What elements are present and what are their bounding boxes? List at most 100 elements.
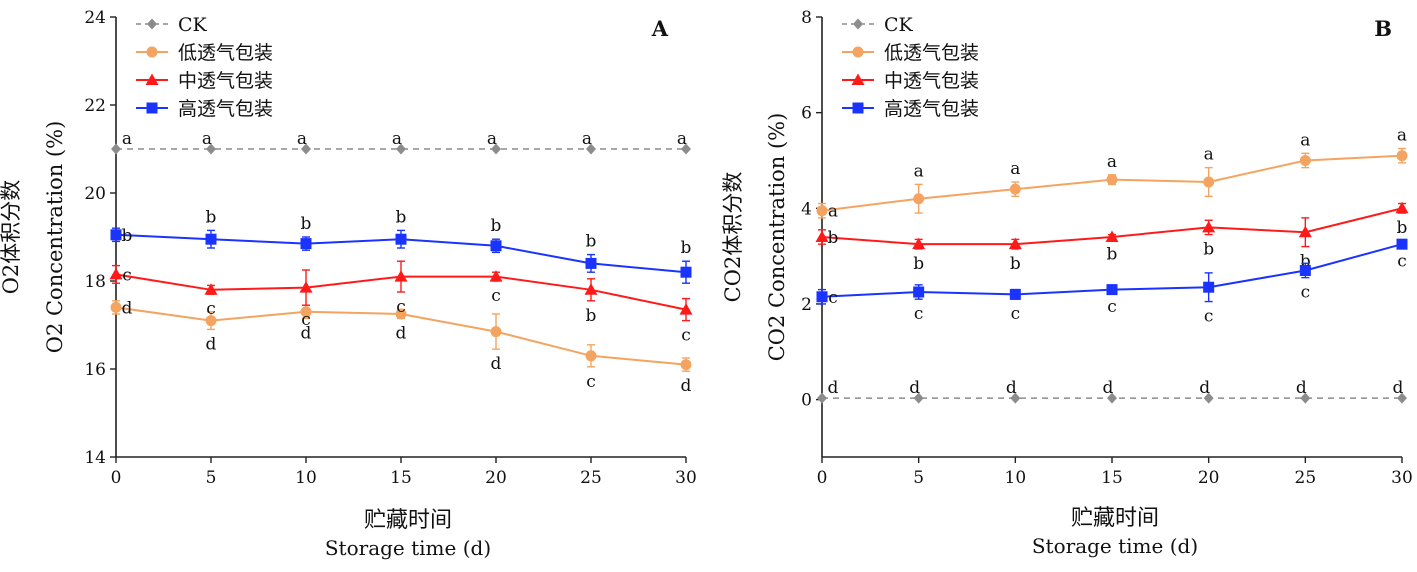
significance-letter: d — [206, 334, 217, 354]
x-tick-label: 30 — [675, 468, 697, 488]
significance-letter: c — [206, 299, 216, 319]
significance-letter: b — [206, 207, 217, 227]
x-tick-label: 15 — [390, 468, 412, 488]
legend-marker — [146, 46, 158, 58]
significance-letter: a — [1397, 126, 1407, 146]
significance-letter: b — [913, 254, 924, 274]
significance-letter: a — [392, 129, 402, 149]
data-point — [1106, 284, 1118, 296]
data-point — [584, 283, 598, 295]
significance-letter: a — [1300, 130, 1310, 150]
y-tick-label: 6 — [801, 104, 812, 124]
data-point — [1106, 174, 1118, 186]
significance-letter: a — [1107, 152, 1117, 172]
series-3: c c c c c c c — [816, 238, 1408, 327]
data-point — [585, 257, 597, 269]
data-point — [300, 238, 312, 250]
significance-letter: d — [681, 376, 692, 396]
significance-letter: c — [828, 288, 838, 308]
data-point — [585, 350, 597, 362]
significance-letter: c — [586, 372, 596, 392]
significance-letter: b — [586, 232, 597, 252]
legend-marker — [852, 102, 864, 114]
series-1: a a a a a a a — [816, 126, 1408, 222]
significance-letter: c — [301, 310, 311, 330]
data-point — [490, 326, 502, 338]
significance-letter: d — [396, 323, 407, 343]
legend-marker — [145, 73, 159, 85]
x-tick-label: 10 — [1005, 468, 1027, 488]
data-point — [1396, 150, 1408, 162]
significance-letter: b — [1010, 254, 1021, 274]
data-point — [679, 303, 693, 315]
y-axis-title-en: CO2 Concentration (%) — [765, 113, 789, 362]
data-point — [205, 315, 217, 327]
legend-label: 中透气包装 — [178, 70, 273, 92]
data-point — [301, 143, 311, 155]
legend-label: 低透气包装 — [178, 42, 273, 64]
legend-marker — [853, 18, 863, 30]
panel-a: 14 16 18 20 22 24 0 5 10 15 20 25 30 A O2体积分数 O2 Concen… — [0, 8, 697, 488]
significance-letter: c — [1301, 283, 1311, 303]
series-2: b b b b b b b — [815, 201, 1409, 274]
data-point — [1298, 225, 1312, 238]
data-point — [394, 270, 408, 282]
x-tick-label: 20 — [1198, 468, 1220, 488]
x-tick-label: 5 — [913, 468, 924, 488]
data-point — [395, 308, 407, 320]
data-point — [491, 143, 501, 155]
significance-letter: d — [909, 378, 920, 398]
data-point — [913, 286, 925, 298]
significance-letter: d — [1006, 378, 1017, 398]
data-point — [680, 266, 692, 278]
significance-letter: b — [491, 216, 502, 236]
significance-letter: a — [297, 129, 307, 149]
data-point — [815, 230, 829, 242]
series-2: c c c c c b c — [109, 260, 693, 346]
legend-label: 中透气包装 — [884, 70, 979, 92]
data-point — [1009, 288, 1021, 300]
significance-letter: d — [122, 298, 133, 318]
data-point — [395, 233, 407, 245]
significance-letter: b — [1300, 252, 1311, 272]
data-point — [681, 143, 691, 155]
significance-letter: b — [828, 228, 839, 248]
y-tick-label: 14 — [84, 448, 106, 468]
panel-label: B — [1374, 16, 1392, 41]
significance-letter: d — [1103, 378, 1114, 398]
significance-letter: a — [1010, 159, 1020, 179]
data-point — [1300, 392, 1311, 404]
data-point — [1396, 238, 1408, 250]
data-point — [111, 143, 121, 155]
x-tick-label: 0 — [111, 468, 122, 488]
legend-marker — [851, 73, 865, 85]
y-axis-title-cn: CO2体积分数 — [721, 172, 745, 303]
y-tick-label: 16 — [84, 360, 106, 380]
significance-letter: c — [1204, 307, 1214, 327]
panel-b-x-title: 贮藏时间 Storage time (d) — [965, 506, 1265, 560]
significance-letter: a — [122, 129, 132, 149]
data-point — [204, 283, 218, 295]
significance-letter: c — [914, 304, 924, 324]
significance-letter: c — [491, 286, 501, 306]
significance-letter: d — [491, 354, 502, 374]
significance-letter: b — [122, 226, 133, 246]
data-point — [489, 270, 503, 282]
legend-label: 高透气包装 — [178, 98, 273, 120]
y-tick-label: 18 — [84, 272, 106, 292]
x-tick-label: 15 — [1101, 468, 1123, 488]
legend-marker — [146, 102, 158, 114]
significance-letter: b — [681, 238, 692, 258]
significance-letter: a — [677, 129, 687, 149]
significance-letter: c — [1011, 304, 1021, 324]
data-point — [586, 143, 596, 155]
data-point — [1203, 176, 1215, 188]
data-point — [1008, 237, 1022, 250]
data-point — [1105, 230, 1119, 242]
legend-label: CK — [884, 14, 914, 36]
significance-letter: d — [1199, 378, 1210, 398]
data-point — [1299, 154, 1311, 166]
